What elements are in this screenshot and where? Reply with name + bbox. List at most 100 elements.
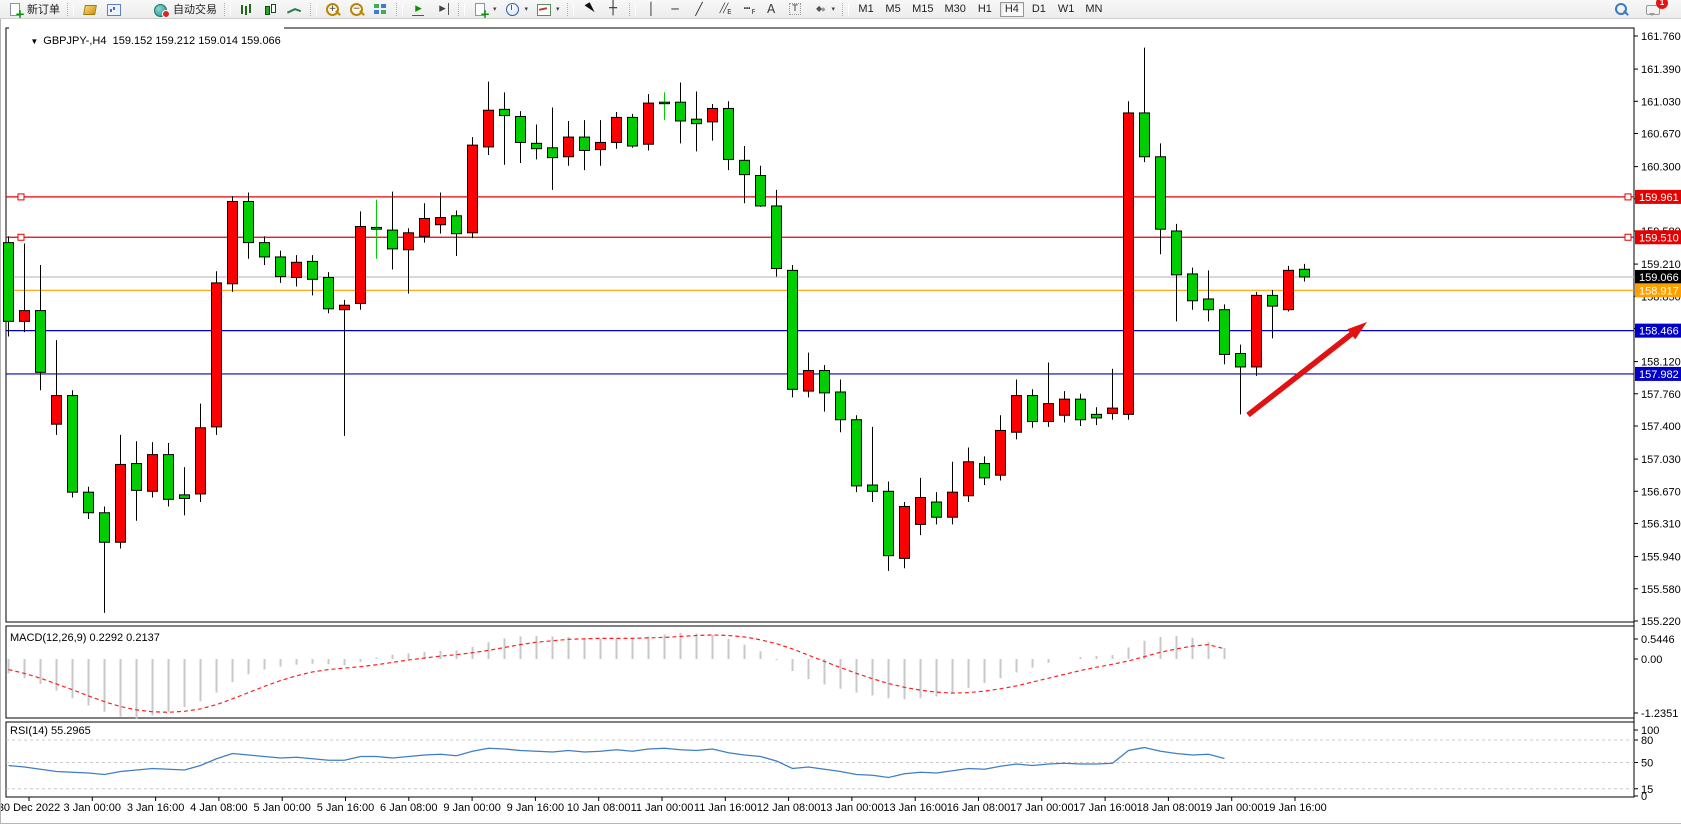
time-tick-label: 17 Jan 00:00 [1010,802,1074,814]
line-handle[interactable] [1624,233,1632,241]
toolbar-button-label: 自动交易 [173,4,217,16]
candlestick-chart-button[interactable] [259,1,282,18]
candle-body [1267,294,1278,307]
crosshair-button[interactable] [602,1,625,18]
main-plot-frame [5,27,1635,623]
candle-body [83,491,94,514]
time-tick-label: 13 Jan 00:00 [820,802,884,814]
timeframe-d1-button[interactable]: D1 [1027,2,1051,17]
candle-body [1235,353,1246,368]
bar-chart-button[interactable] [235,1,258,18]
candle-body [547,147,558,159]
timeframe-mn-button[interactable]: MN [1081,2,1106,17]
candle-body [1123,112,1134,415]
text-button[interactable] [760,1,783,18]
timeframe-h4-button[interactable]: H4 [999,1,1024,17]
time-tick-label: 5 Jan 16:00 [317,802,375,814]
trendline-button[interactable] [688,1,711,18]
candle-body [1011,395,1022,433]
profiles-button[interactable]: ▾ [501,1,532,18]
chart-window-icon [105,2,122,17]
candle-body [275,256,286,278]
candle-body [979,463,990,479]
market-watch-button[interactable] [78,1,101,18]
price-tick-label: 156.310 [1641,518,1681,530]
zoom-out-icon [348,2,365,17]
toolbar-separator [67,2,74,16]
candle-body [467,144,478,234]
price-tick-label: 155.580 [1641,584,1681,596]
search-button[interactable] [1609,1,1632,18]
auto-scroll-button[interactable] [407,1,430,18]
horizontal-line-button[interactable] [664,1,687,18]
candle-body [611,116,622,143]
time-tick-label: 4 Jan 08:00 [190,802,248,814]
trend-arrow-shaft[interactable] [1246,329,1357,418]
templates-button[interactable]: ▾ [532,1,563,18]
new-order-button[interactable]: 新订单 [4,1,63,20]
notification-badge: 1 [1656,0,1668,9]
line-handle[interactable] [1624,193,1632,201]
price-level-box [1635,269,1681,284]
toolbar-separator [842,2,850,16]
signals-button[interactable] [126,1,149,18]
timeframe-h1-button[interactable]: H1 [973,2,997,17]
candle-body [675,101,686,122]
timeframe-m5-button[interactable]: M5 [881,2,905,17]
arrows-button[interactable]: ▾ [808,1,839,18]
cursor-button[interactable] [578,1,601,18]
price-tick-label: 155.220 [1641,616,1681,628]
price-level-box [1635,323,1681,338]
notifications-button[interactable]: 1 [1642,0,1668,18]
text-label-button[interactable] [784,1,807,18]
price-tick-label: 157.760 [1641,389,1681,401]
line-handle[interactable] [17,233,25,241]
price-tick-label: 161.760 [1641,31,1681,43]
tile-windows-button[interactable] [369,1,392,18]
candle-body [291,261,302,279]
chart-window-button[interactable] [102,1,125,18]
chevron-down-icon: ▾ [493,6,497,13]
candle-body [355,226,366,304]
fibonacci-button[interactable] [736,1,759,19]
candle-body [819,370,830,394]
price-level-box-label: 157.982 [1639,369,1679,381]
line-chart-icon [286,2,303,17]
candle-body [563,136,574,158]
line-chart-button[interactable] [283,1,306,18]
candle-body [787,269,798,390]
zoom-in-button[interactable] [321,1,344,18]
vertical-line-icon [643,2,660,17]
price-level-box [1635,366,1681,381]
autotrading-button[interactable]: 自动交易 [150,1,220,18]
chart-dropdown-icon[interactable]: ▼ [30,37,39,46]
price-tick-label: 155.940 [1641,552,1681,564]
time-tick-label: 12 Jan 08:00 [757,802,821,814]
candle-body [307,260,318,280]
toolbar-separator [628,2,636,16]
rsi-tick-label: 0 [1641,791,1647,803]
trendline-icon [691,2,708,17]
horizontal-line-icon [667,2,684,17]
vertical-line-button[interactable] [640,1,663,18]
chevron-down-icon: ▾ [831,6,836,13]
equidistant-channel-button[interactable] [712,1,735,19]
candle-body [947,491,958,518]
chart-canvas[interactable]: 161.760 161.390 161.030 160.670 160.300 159.9… [1,19,1681,824]
candle-body [851,419,862,487]
new-chart-button[interactable]: ▾ [469,1,500,20]
chart-shift-button[interactable] [431,1,454,18]
timeframe-m30-button[interactable]: M30 [940,2,969,17]
timeframe-m1-button[interactable]: M1 [854,2,878,17]
candle-body [195,427,206,495]
trend-arrow-head[interactable] [1347,322,1367,340]
macd-plot-frame [5,625,1635,719]
candle-body [627,116,638,147]
candle-body [1059,398,1070,416]
zoom-out-button[interactable] [345,1,368,18]
timeframe-w1-button[interactable]: W1 [1054,2,1079,17]
timeframe-m15-button[interactable]: M15 [908,2,937,17]
line-handle[interactable] [17,193,25,201]
chart-ohlc-values: 159.152 159.212 159.014 159.066 [112,35,281,47]
candle-body [1027,395,1038,423]
